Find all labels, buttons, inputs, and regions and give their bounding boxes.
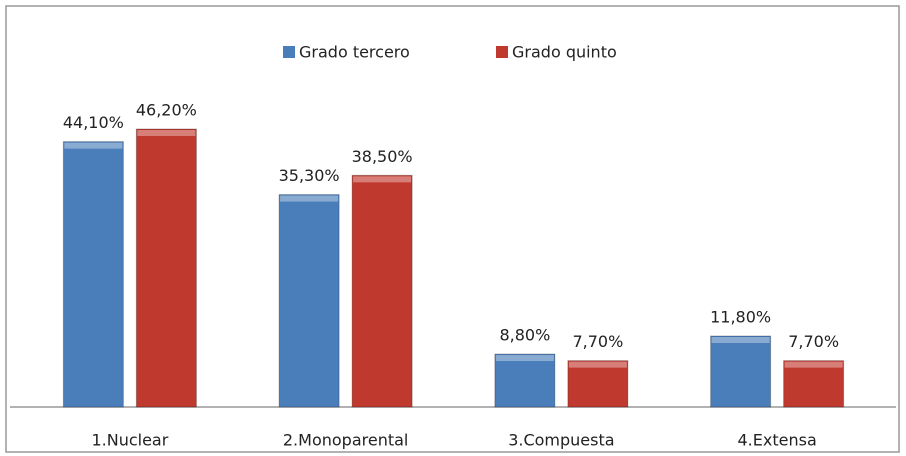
bar — [494, 353, 556, 408]
bar — [135, 128, 197, 408]
bar — [351, 174, 413, 408]
bar-highlight — [137, 130, 196, 136]
value-label: 35,30% — [279, 166, 340, 185]
bar-highlight — [280, 195, 339, 202]
bar — [783, 360, 845, 408]
bar — [278, 194, 340, 408]
value-label: 8,80% — [499, 326, 550, 345]
bar-highlight — [353, 176, 412, 183]
x-tick-label: 2.Monoparental — [283, 431, 408, 450]
bar — [567, 360, 629, 408]
legend-swatch — [283, 46, 295, 58]
bar-highlight — [64, 142, 123, 149]
value-label: 7,70% — [788, 332, 839, 351]
bar-highlight — [711, 336, 770, 343]
bar-highlight — [568, 361, 627, 368]
x-tick-label: 4.Extensa — [738, 431, 817, 450]
bar-highlight — [784, 361, 843, 368]
legend-label: Grado tercero — [299, 43, 410, 62]
x-tick-label: 3.Compuesta — [508, 431, 614, 450]
value-label: 7,70% — [572, 332, 623, 351]
legend-label: Grado quinto — [512, 43, 617, 62]
value-label: 11,80% — [710, 307, 771, 326]
x-tick-label: 1.Nuclear — [91, 431, 168, 450]
bar — [710, 335, 772, 408]
bar-highlight — [495, 355, 554, 362]
bar — [62, 141, 124, 408]
value-label: 38,50% — [352, 147, 413, 166]
value-label: 44,10% — [63, 113, 124, 132]
value-label: 46,20% — [136, 101, 197, 120]
legend-swatch — [496, 46, 508, 58]
